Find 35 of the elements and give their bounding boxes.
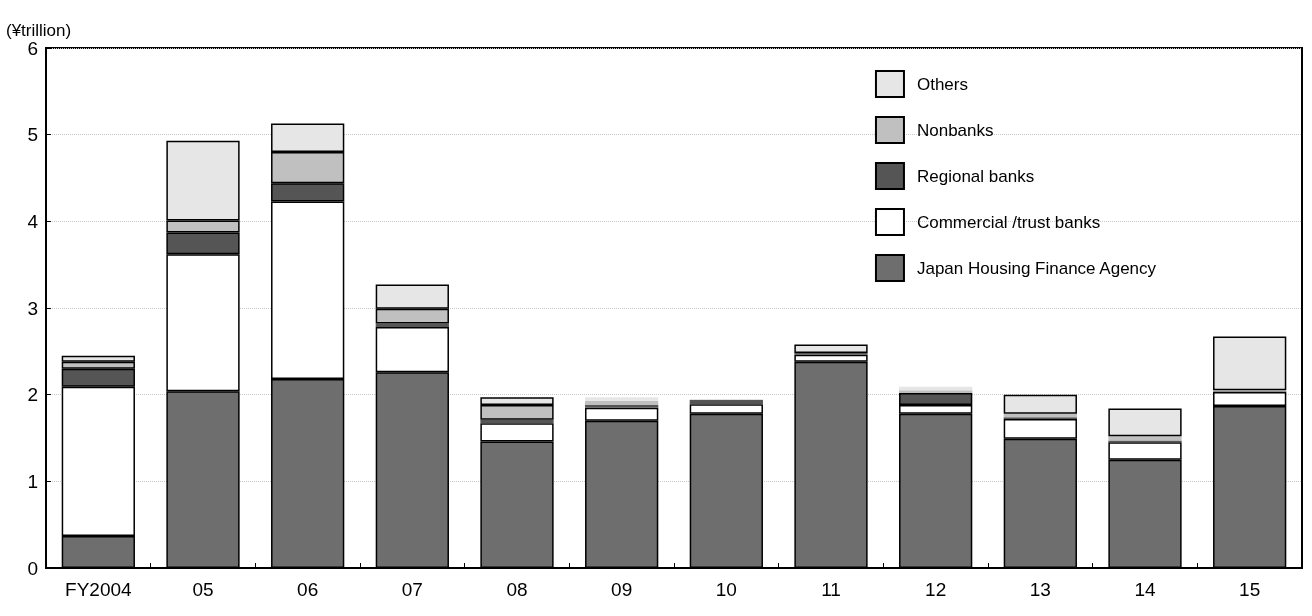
x-tick-label: 07	[401, 579, 423, 600]
x-tick-label: 13	[1029, 579, 1051, 600]
y-tick-label: 6	[27, 37, 38, 59]
bar	[585, 405, 659, 408]
bar	[1108, 408, 1182, 437]
legend-label: Nonbanks	[916, 120, 994, 140]
bar	[689, 399, 763, 405]
bar	[585, 397, 659, 401]
y-axis-title: (¥trillion)	[6, 20, 72, 40]
x-tick-label: 14	[1134, 579, 1156, 600]
x-tick-label: 08	[506, 579, 528, 600]
legend-label: Commercial /trust banks	[916, 212, 1101, 232]
y-tick-label: 3	[27, 297, 38, 319]
y-tick-label: 2	[27, 384, 38, 406]
bar	[899, 390, 973, 393]
legend-label: Japan Housing Finance Agency	[916, 258, 1157, 278]
bar	[1003, 394, 1077, 414]
y-tick-label: 4	[27, 210, 39, 232]
bar	[794, 344, 868, 354]
x-tick-label: 10	[715, 579, 737, 600]
x-tick-label: 09	[611, 579, 633, 600]
legend-label: Others	[916, 74, 968, 94]
bar	[585, 400, 659, 406]
x-tick-label: 15	[1239, 579, 1261, 600]
x-tick-label: FY2004	[65, 579, 133, 600]
x-tick-label: 12	[925, 579, 947, 600]
x-tick-label: 06	[297, 579, 319, 600]
bar	[1108, 436, 1182, 441]
x-tick-label: 11	[821, 579, 841, 600]
bar	[1213, 336, 1287, 391]
y-tick-label: 5	[27, 124, 38, 146]
x-tick-label: 05	[192, 579, 214, 600]
y-tick-label: 1	[27, 470, 38, 492]
y-tick-label: 0	[27, 557, 38, 579]
legend-label: Regional banks	[916, 166, 1035, 186]
